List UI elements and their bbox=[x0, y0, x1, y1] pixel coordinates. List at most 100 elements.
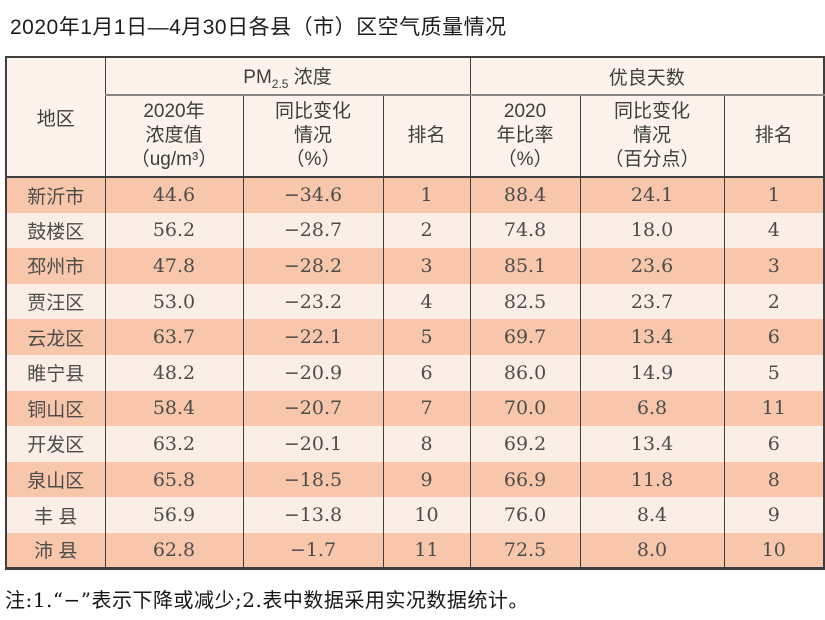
cell-days-ratio: 70.0 bbox=[469, 390, 581, 427]
cell-days-rank: 6 bbox=[723, 319, 825, 355]
header-group-row: 地区 PM2.5 浓度 优良天数 bbox=[5, 57, 825, 178]
cell-pm25-change: −1.7 bbox=[242, 532, 384, 569]
cell-days-ratio: 86.0 bbox=[469, 354, 581, 391]
pm25-label-pre: PM bbox=[243, 66, 272, 88]
table-row: 贾汪区 53.0 −23.2 4 82.5 23.7 2 bbox=[5, 283, 825, 320]
cell-days-rank: 2 bbox=[723, 283, 825, 320]
air-quality-table: 地区 PM2.5 浓度 优良天数 2020年 浓度值 （ug/m³） 同比变化 … bbox=[5, 56, 825, 571]
table-row: 云龙区 63.7 −22.1 5 69.7 13.4 6 bbox=[5, 319, 825, 355]
cell-pm25-rank: 7 bbox=[382, 390, 471, 427]
table-row: 丰 县 56.9 −13.8 10 76.0 8.4 9 bbox=[5, 497, 825, 533]
cell-days-ratio: 69.2 bbox=[469, 426, 581, 462]
cell-days-change: 23.7 bbox=[579, 283, 725, 320]
cell-pm25-value: 62.8 bbox=[104, 532, 244, 569]
cell-pm25-rank: 6 bbox=[382, 354, 471, 391]
pm25-label-post: 浓度 bbox=[288, 66, 332, 88]
cell-days-change: 14.9 bbox=[579, 354, 725, 391]
cell-region: 开发区 bbox=[5, 426, 106, 462]
cell-pm25-value: 56.9 bbox=[104, 497, 244, 533]
table-row: 开发区 63.2 −20.1 8 69.2 13.4 6 bbox=[5, 426, 825, 462]
cell-pm25-rank: 4 bbox=[382, 283, 471, 320]
table-row: 新沂市 44.6 −34.6 1 88.4 24.1 1 bbox=[5, 177, 825, 213]
cell-days-rank: 6 bbox=[723, 426, 825, 462]
cell-pm25-value: 63.2 bbox=[104, 426, 244, 462]
cell-pm25-change: −20.9 bbox=[242, 354, 384, 391]
cell-pm25-change: −20.7 bbox=[242, 390, 384, 427]
cell-days-rank: 3 bbox=[723, 248, 825, 284]
header-good-days-group: 优良天数 bbox=[469, 57, 825, 96]
cell-days-rank: 10 bbox=[723, 532, 825, 569]
cell-pm25-value: 65.8 bbox=[104, 461, 244, 498]
footnote: 注:1.“−”表示下降或减少;2.表中数据采用实况数据统计。 bbox=[5, 588, 529, 613]
cell-pm25-rank: 8 bbox=[382, 426, 471, 462]
cell-days-change: 18.0 bbox=[579, 212, 725, 249]
cell-pm25-change: −13.8 bbox=[242, 497, 384, 533]
cell-region: 贾汪区 bbox=[5, 283, 106, 320]
cell-pm25-change: −18.5 bbox=[242, 461, 384, 498]
cell-pm25-change: −22.1 bbox=[242, 319, 384, 355]
cell-days-rank: 11 bbox=[723, 390, 825, 427]
cell-pm25-rank: 2 bbox=[382, 212, 471, 249]
cell-days-ratio: 66.9 bbox=[469, 461, 581, 498]
cell-days-ratio: 74.8 bbox=[469, 212, 581, 249]
cell-region: 邳州市 bbox=[5, 248, 106, 284]
cell-days-change: 11.8 bbox=[579, 461, 725, 498]
cell-pm25-rank: 3 bbox=[382, 248, 471, 284]
header-region: 地区 bbox=[5, 57, 106, 178]
cell-region: 新沂市 bbox=[5, 177, 106, 213]
cell-region: 铜山区 bbox=[5, 390, 106, 427]
cell-days-ratio: 85.1 bbox=[469, 248, 581, 284]
cell-region: 泉山区 bbox=[5, 461, 106, 498]
cell-days-change: 8.0 bbox=[579, 532, 725, 569]
cell-region: 鼓楼区 bbox=[5, 212, 106, 249]
cell-days-ratio: 88.4 bbox=[469, 177, 581, 213]
cell-pm25-value: 56.2 bbox=[104, 212, 244, 249]
cell-pm25-value: 53.0 bbox=[104, 283, 244, 320]
table-row: 沛 县 62.8 −1.7 11 72.5 8.0 10 bbox=[5, 532, 825, 569]
cell-days-change: 8.4 bbox=[579, 497, 725, 533]
cell-days-change: 13.4 bbox=[579, 319, 725, 355]
header-pm25-value: 2020年 浓度值 （ug/m³） bbox=[104, 95, 244, 178]
header-days-ratio: 2020 年比率 （%） bbox=[469, 95, 581, 178]
header-days-change: 同比变化 情况 （百分点） bbox=[579, 95, 725, 178]
cell-pm25-change: −23.2 bbox=[242, 283, 384, 320]
cell-days-ratio: 82.5 bbox=[469, 283, 581, 320]
cell-days-change: 6.8 bbox=[579, 390, 725, 427]
cell-pm25-rank: 11 bbox=[382, 532, 471, 569]
cell-pm25-rank: 1 bbox=[382, 177, 471, 213]
cell-pm25-value: 47.8 bbox=[104, 248, 244, 284]
cell-days-change: 13.4 bbox=[579, 426, 725, 462]
header-pm25-group: PM2.5 浓度 bbox=[104, 57, 471, 96]
cell-pm25-change: −28.2 bbox=[242, 248, 384, 284]
cell-region: 丰 县 bbox=[5, 497, 106, 533]
cell-pm25-value: 44.6 bbox=[104, 177, 244, 213]
cell-pm25-rank: 9 bbox=[382, 461, 471, 498]
cell-pm25-value: 63.7 bbox=[104, 319, 244, 355]
cell-days-ratio: 69.7 bbox=[469, 319, 581, 355]
cell-days-rank: 8 bbox=[723, 461, 825, 498]
table-row: 泉山区 65.8 −18.5 9 66.9 11.8 8 bbox=[5, 461, 825, 498]
table-row: 鼓楼区 56.2 −28.7 2 74.8 18.0 4 bbox=[5, 212, 825, 249]
cell-pm25-change: −20.1 bbox=[242, 426, 384, 462]
cell-pm25-change: −28.7 bbox=[242, 212, 384, 249]
table-row: 铜山区 58.4 −20.7 7 70.0 6.8 11 bbox=[5, 390, 825, 427]
cell-days-change: 24.1 bbox=[579, 177, 725, 213]
table-row: 睢宁县 48.2 −20.9 6 86.0 14.9 5 bbox=[5, 354, 825, 391]
cell-pm25-value: 58.4 bbox=[104, 390, 244, 427]
pm25-label-subscript: 2.5 bbox=[271, 76, 289, 91]
header-pm25-rank: 排名 bbox=[382, 95, 471, 178]
cell-days-rank: 4 bbox=[723, 212, 825, 249]
header-days-rank: 排名 bbox=[723, 95, 825, 178]
cell-pm25-change: −34.6 bbox=[242, 177, 384, 213]
cell-days-change: 23.6 bbox=[579, 248, 725, 284]
cell-days-rank: 5 bbox=[723, 354, 825, 391]
cell-days-ratio: 76.0 bbox=[469, 497, 581, 533]
header-sub-row: 2020年 浓度值 （ug/m³） 同比变化 情况 （%） 排名 2020 年比… bbox=[6, 95, 825, 178]
cell-region: 沛 县 bbox=[5, 532, 106, 569]
table-row: 邳州市 47.8 −28.2 3 85.1 23.6 3 bbox=[5, 248, 825, 284]
table-body: 新沂市 44.6 −34.6 1 88.4 24.1 1 鼓楼区 56.2 −28.7 2 74.8 1… bbox=[5, 177, 825, 569]
cell-days-rank: 9 bbox=[723, 497, 825, 533]
cell-pm25-value: 48.2 bbox=[104, 354, 244, 391]
table-header: 地区 PM2.5 浓度 优良天数 2020年 浓度值 （ug/m³） 同比变化 … bbox=[5, 57, 825, 178]
header-pm25-change: 同比变化 情况 （%） bbox=[242, 95, 384, 178]
